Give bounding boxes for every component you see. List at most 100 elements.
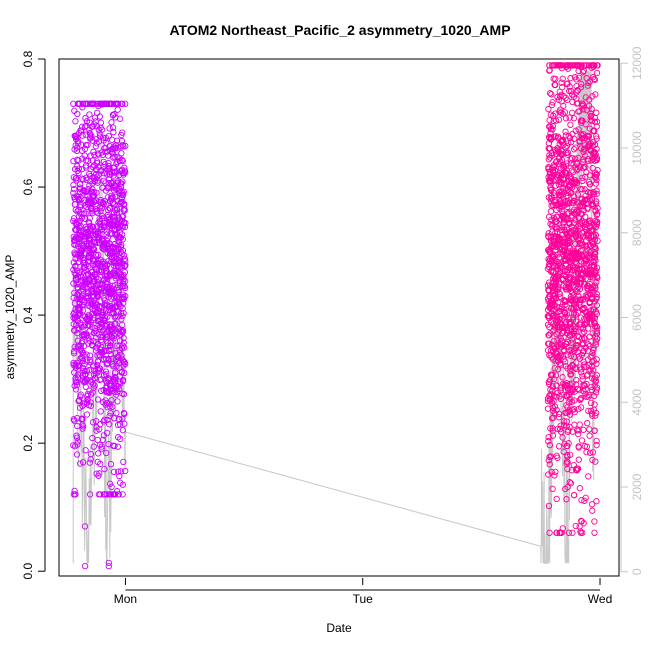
data-point <box>72 375 79 382</box>
x-tick-label: Tue <box>353 592 374 606</box>
data-point <box>590 274 597 281</box>
data-point <box>114 324 122 332</box>
data-point <box>574 465 581 472</box>
data-point <box>565 408 572 416</box>
data-point <box>584 325 592 332</box>
data-point <box>122 142 129 150</box>
data-point <box>550 327 557 334</box>
data-point <box>72 118 79 125</box>
data-point <box>585 473 592 480</box>
data-point <box>545 471 552 478</box>
data-point <box>70 181 77 189</box>
data-point <box>557 226 565 234</box>
data-point <box>571 197 578 204</box>
data-point <box>75 195 82 202</box>
data-point <box>544 312 551 320</box>
data-point <box>570 491 578 499</box>
data-point <box>71 369 78 376</box>
data-point <box>547 377 554 384</box>
data-point <box>109 220 116 228</box>
data-point <box>551 410 558 417</box>
data-point <box>89 223 96 230</box>
data-point <box>115 246 122 253</box>
data-point <box>557 293 564 300</box>
data-point <box>561 297 569 304</box>
data-point <box>73 451 81 458</box>
data-point <box>591 264 598 271</box>
data-point <box>73 174 80 182</box>
data-point <box>557 307 564 315</box>
data-point <box>105 355 112 363</box>
data-point <box>90 148 97 156</box>
data-point <box>564 452 571 459</box>
data-point <box>115 288 122 296</box>
data-point <box>91 151 98 159</box>
data-point <box>549 269 557 276</box>
data-point <box>94 173 101 180</box>
data-point <box>103 231 110 238</box>
axes-layer: 0.0 0.2 0.4 0.6 0.8 0 2000 4000 6000 8000 10000 120… <box>21 46 644 606</box>
data-point <box>83 358 91 365</box>
data-point <box>546 293 554 300</box>
data-point <box>82 370 89 378</box>
data-point <box>104 207 112 214</box>
data-point <box>585 314 593 322</box>
data-point <box>594 274 601 281</box>
data-point <box>76 300 83 307</box>
data-point <box>114 421 122 429</box>
data-point <box>556 393 563 400</box>
data-point <box>549 173 556 180</box>
data-point <box>104 249 111 257</box>
data-point <box>593 69 601 77</box>
data-point <box>553 382 560 389</box>
data-point <box>547 195 554 202</box>
data-point <box>80 323 88 330</box>
data-point <box>103 429 111 437</box>
data-point <box>545 177 553 184</box>
data-point <box>551 242 558 250</box>
data-point <box>564 393 571 400</box>
data-point <box>562 132 570 139</box>
data-point <box>588 410 596 417</box>
data-point <box>547 123 554 130</box>
data-point <box>565 399 572 406</box>
data-point <box>575 126 582 133</box>
data-point <box>578 366 585 373</box>
y-tick-label: 0.4 <box>21 306 35 323</box>
data-point <box>574 385 581 393</box>
data-point <box>578 265 586 273</box>
data-point <box>590 127 598 134</box>
data-point <box>87 205 95 213</box>
data-point <box>102 145 109 152</box>
data-point <box>86 297 93 304</box>
data-point <box>117 435 124 443</box>
data-point <box>118 316 125 323</box>
data-point <box>544 340 552 347</box>
data-point <box>565 234 572 241</box>
data-point <box>548 91 555 98</box>
data-point <box>83 188 90 196</box>
data-point <box>99 436 107 444</box>
data-point <box>564 192 572 199</box>
data-point <box>76 305 83 312</box>
data-point <box>103 201 110 208</box>
data-point <box>75 397 82 405</box>
data-point <box>98 149 105 156</box>
data-point <box>593 372 601 379</box>
data-point <box>108 346 115 353</box>
data-point <box>588 64 595 71</box>
data-point <box>86 170 93 178</box>
chart-title: ATOM2 Northeast_Pacific_2 asymmetry_1020… <box>169 22 510 38</box>
data-point <box>564 428 571 436</box>
data-point <box>589 449 597 456</box>
data-point <box>99 100 106 107</box>
data-point <box>70 189 77 197</box>
data-point <box>70 174 77 181</box>
data-point <box>70 186 78 193</box>
data-point <box>77 228 84 236</box>
data-point <box>95 276 102 283</box>
data-point <box>557 158 564 165</box>
data-point <box>570 168 577 176</box>
data-point <box>559 185 566 192</box>
data-point <box>582 268 589 276</box>
